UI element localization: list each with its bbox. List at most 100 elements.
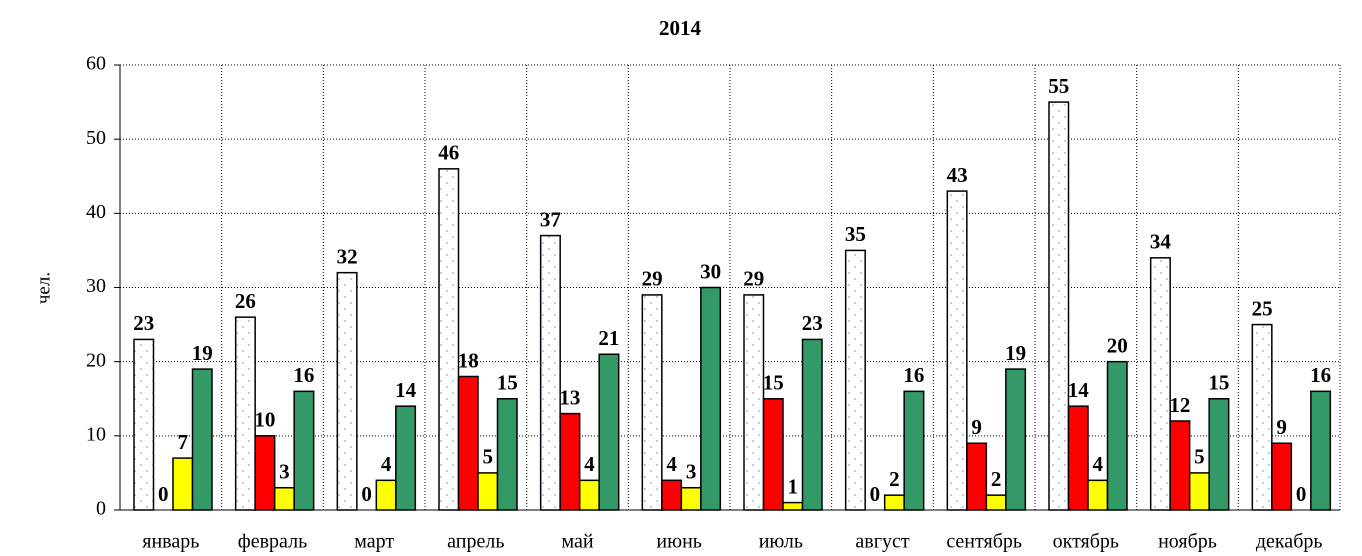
y-tick-label: 40 [86, 201, 106, 223]
x-tick-label: апрель [447, 531, 504, 553]
bar [844, 249, 866, 511]
data-label: 2 [991, 467, 1002, 491]
data-label: 15 [763, 371, 784, 395]
data-label: 0 [361, 482, 372, 506]
bar [172, 457, 194, 511]
bar [598, 353, 620, 511]
bar [336, 271, 358, 511]
y-tick-label: 30 [86, 275, 106, 297]
data-label: 0 [870, 482, 881, 506]
bar [539, 234, 561, 511]
data-label: 14 [395, 378, 417, 402]
data-label: 14 [1068, 378, 1090, 402]
data-label: 12 [1169, 393, 1190, 417]
x-tick-label: февраль [238, 531, 307, 553]
data-label: 21 [598, 326, 619, 350]
data-label: 16 [293, 363, 314, 387]
x-tick-label: август [855, 531, 909, 553]
x-tick-label: июнь [656, 531, 701, 553]
bar [1106, 360, 1128, 511]
data-label: 55 [1048, 74, 1069, 98]
data-label: 5 [483, 445, 494, 469]
bar [985, 494, 1007, 511]
data-label: 15 [497, 371, 518, 395]
data-label: 18 [458, 348, 479, 372]
data-label: 20 [1107, 333, 1128, 357]
data-label: 34 [1150, 230, 1172, 254]
bar [273, 487, 295, 511]
data-label: 23 [802, 311, 823, 335]
data-label: 0 [1296, 482, 1307, 506]
bar [1310, 390, 1332, 511]
data-label: 0 [158, 482, 169, 506]
bar [234, 316, 256, 511]
data-label: 37 [540, 207, 561, 231]
data-label: 3 [279, 460, 290, 484]
chart-title: 2014 [659, 16, 702, 40]
bar [743, 294, 765, 511]
bar [1149, 257, 1171, 511]
bar [496, 398, 518, 511]
data-label: 4 [584, 452, 595, 476]
bar [762, 398, 784, 511]
data-label: 13 [559, 385, 580, 409]
bar [641, 294, 663, 511]
bar [661, 479, 683, 511]
data-label: 15 [1208, 371, 1229, 395]
data-label: 1 [788, 474, 799, 498]
bar [782, 501, 804, 511]
data-label: 9 [971, 415, 982, 439]
y-tick-label: 60 [86, 53, 106, 75]
bar [903, 390, 925, 511]
bar [966, 442, 988, 511]
y-tick-label: 0 [96, 498, 106, 520]
x-tick-label: январь [142, 531, 199, 553]
data-label: 19 [1005, 341, 1026, 365]
bar [1188, 472, 1210, 511]
bar [946, 190, 968, 511]
bar [1087, 479, 1109, 511]
data-label: 16 [1310, 363, 1331, 387]
data-label: 43 [947, 163, 968, 187]
data-label: 10 [254, 408, 275, 432]
bar [293, 390, 315, 511]
bar [801, 338, 823, 511]
data-label: 4 [666, 452, 677, 476]
bar [133, 338, 155, 511]
bar [1169, 420, 1191, 511]
y-tick-label: 20 [86, 349, 106, 371]
bar [700, 286, 722, 511]
data-label: 23 [133, 311, 154, 335]
data-label: 32 [337, 244, 358, 268]
bar [1251, 323, 1273, 511]
data-label: 29 [642, 267, 663, 291]
bar [395, 405, 417, 511]
bar [191, 368, 213, 511]
x-tick-label: май [561, 531, 593, 553]
data-label: 3 [686, 460, 697, 484]
data-label: 16 [903, 363, 924, 387]
bar [559, 412, 581, 511]
x-tick-label: сентябрь [946, 531, 1022, 553]
x-tick-label: октябрь [1053, 531, 1119, 553]
y-tick-label: 10 [86, 423, 106, 445]
bar [1005, 368, 1027, 511]
data-label: 25 [1252, 296, 1273, 320]
data-label: 2 [889, 467, 900, 491]
bar [457, 375, 479, 511]
data-label: 9 [1276, 415, 1287, 439]
data-label: 19 [192, 341, 213, 365]
bar [680, 487, 702, 511]
bar [438, 168, 460, 511]
bar [1067, 405, 1089, 511]
data-label: 26 [235, 289, 256, 313]
bar [375, 479, 397, 511]
x-tick-label: декабрь [1256, 531, 1323, 553]
x-tick-label: ноябрь [1158, 531, 1217, 553]
bar [477, 472, 499, 511]
data-label: 7 [178, 430, 189, 454]
bar [1271, 442, 1293, 511]
data-label: 29 [743, 267, 764, 291]
